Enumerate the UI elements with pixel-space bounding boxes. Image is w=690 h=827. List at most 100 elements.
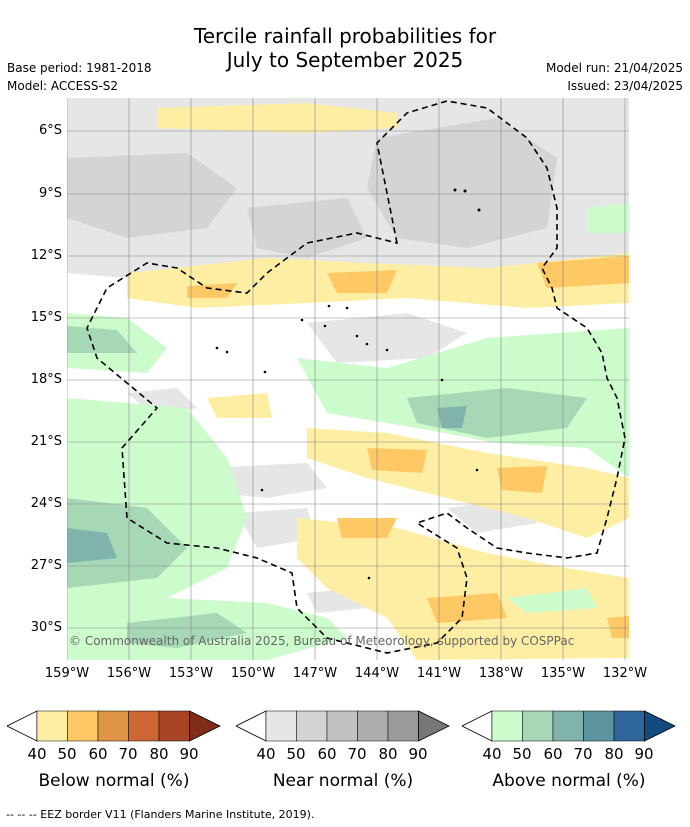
above-normal-east-deep <box>437 406 467 428</box>
colorbar-below-tick: 80 <box>149 745 169 763</box>
below-normal-central-core-2 <box>497 466 547 493</box>
colorbar-below-tick: 50 <box>57 745 77 763</box>
below-normal-12s-core-east <box>537 256 629 288</box>
island <box>327 304 331 308</box>
lon-label: 153°W <box>168 666 214 681</box>
meta-right: Model run: 21/04/2025 Issued: 23/04/2025 <box>546 59 683 95</box>
meta-left: Base period: 1981-2018 Model: ACCESS-S2 <box>7 59 152 95</box>
island <box>225 350 229 354</box>
colorbar-near-tick: 60 <box>317 745 337 763</box>
above-normal-west-core <box>67 498 187 588</box>
lat-label: 15°S <box>30 310 62 325</box>
colorbar-near-right-arrow <box>418 710 450 742</box>
colorbar-below-segment <box>158 710 190 742</box>
island <box>260 488 264 492</box>
colorbar-below-tick: 70 <box>118 745 138 763</box>
colorbar-above-normal <box>461 710 676 742</box>
colorbar-below-left-arrow <box>6 710 38 742</box>
map-title: Tercile rainfall probabilities for July … <box>0 24 690 72</box>
island <box>345 306 349 310</box>
legend-above-title: Above normal (%) <box>492 771 646 791</box>
below-normal-south-core-2 <box>427 593 507 623</box>
eez-border-path <box>86 100 626 654</box>
colorbar-below-right-arrow <box>189 710 221 742</box>
above-normal-nw-core <box>67 326 137 353</box>
colorbar-near-normal <box>235 710 450 742</box>
colorbar-below-normal <box>6 710 221 742</box>
lon-label: 132°W <box>602 666 648 681</box>
lon-label: 144°W <box>354 666 400 681</box>
colorbar-above-tick: 80 <box>604 745 624 763</box>
colorbar-near-segment <box>326 710 358 742</box>
colorbar-below-segment <box>97 710 129 742</box>
colorbar-near-svg <box>235 710 450 742</box>
island <box>215 346 219 350</box>
colorbar-below-svg <box>6 710 221 742</box>
map-svg <box>67 98 629 660</box>
lon-label: 159°W <box>44 666 90 681</box>
above-normal-sw-core <box>127 613 247 648</box>
above-normal-west-deep <box>67 528 117 563</box>
eez-border <box>86 100 626 654</box>
islands <box>215 188 481 580</box>
lon-label: 141°W <box>416 666 462 681</box>
colorbar-below-tick: 40 <box>27 745 47 763</box>
model-name: Model: ACCESS-S2 <box>7 79 119 93</box>
island <box>385 348 389 352</box>
lat-label: 12°S <box>30 248 62 263</box>
near-normal-mid-dark <box>247 198 367 258</box>
lon-label: 150°W <box>230 666 276 681</box>
lat-label: 18°S <box>30 372 62 387</box>
near-normal-nw-dark <box>67 153 237 238</box>
eez-footnote: -- -- -- EEZ border V11 (Flanders Marine… <box>6 808 315 821</box>
base-period: Base period: 1981-2018 <box>7 61 152 75</box>
colorbar-above-tick: 60 <box>543 745 563 763</box>
lon-label: 156°W <box>106 666 152 681</box>
colorbar-near-segment <box>265 710 297 742</box>
island <box>323 324 327 328</box>
issued-date: Issued: 23/04/2025 <box>567 79 683 93</box>
colorbar-above-tick: 50 <box>512 745 532 763</box>
colorbar-below-tick: 60 <box>88 745 108 763</box>
colorbar-near-left-arrow <box>235 710 267 742</box>
colorbar-above-tick: 90 <box>634 745 654 763</box>
map-grid <box>67 98 629 660</box>
model-run: Model run: 21/04/2025 <box>545 61 683 75</box>
probability-map <box>67 98 629 660</box>
legend-below-title: Below normal (%) <box>38 771 190 791</box>
colorbar-above-tick: 70 <box>573 745 593 763</box>
colorbar-above-segment <box>491 710 523 742</box>
lon-label: 135°W <box>540 666 586 681</box>
island <box>453 188 457 192</box>
lat-label: 6°S <box>38 123 62 138</box>
colorbar-below-segment <box>128 710 160 742</box>
colorbar-above-left-arrow <box>461 710 493 742</box>
colorbar-near-tick: 80 <box>378 745 398 763</box>
colorbar-above-svg <box>461 710 676 742</box>
island <box>463 189 467 193</box>
colorbar-near-segment <box>357 710 389 742</box>
colorbar-above-segment <box>583 710 615 742</box>
near-normal-north-dark <box>367 118 557 248</box>
island <box>475 468 479 472</box>
below-normal-south-band <box>297 518 629 660</box>
below-normal-regions <box>127 103 629 660</box>
lon-label: 138°W <box>478 666 524 681</box>
near-normal-patch-1 <box>307 313 467 363</box>
colorbar-below-segment <box>67 710 99 742</box>
title-line-1: Tercile rainfall probabilities for <box>193 24 497 48</box>
island <box>365 342 369 346</box>
above-normal-ne-patch <box>587 203 629 233</box>
island <box>300 318 304 322</box>
colorbar-near-segment <box>387 710 419 742</box>
below-normal-west-patch <box>207 393 272 418</box>
colorbar-above-right-arrow <box>644 710 676 742</box>
above-normal-regions <box>67 203 629 660</box>
colorbar-near-tick: 40 <box>256 745 276 763</box>
island <box>477 208 481 212</box>
below-normal-south-core-1 <box>337 518 397 538</box>
lat-label: 21°S <box>30 434 62 449</box>
above-normal-se-patch <box>507 588 597 613</box>
lat-label: 9°S <box>38 186 62 201</box>
colorbar-above-segment <box>552 710 584 742</box>
